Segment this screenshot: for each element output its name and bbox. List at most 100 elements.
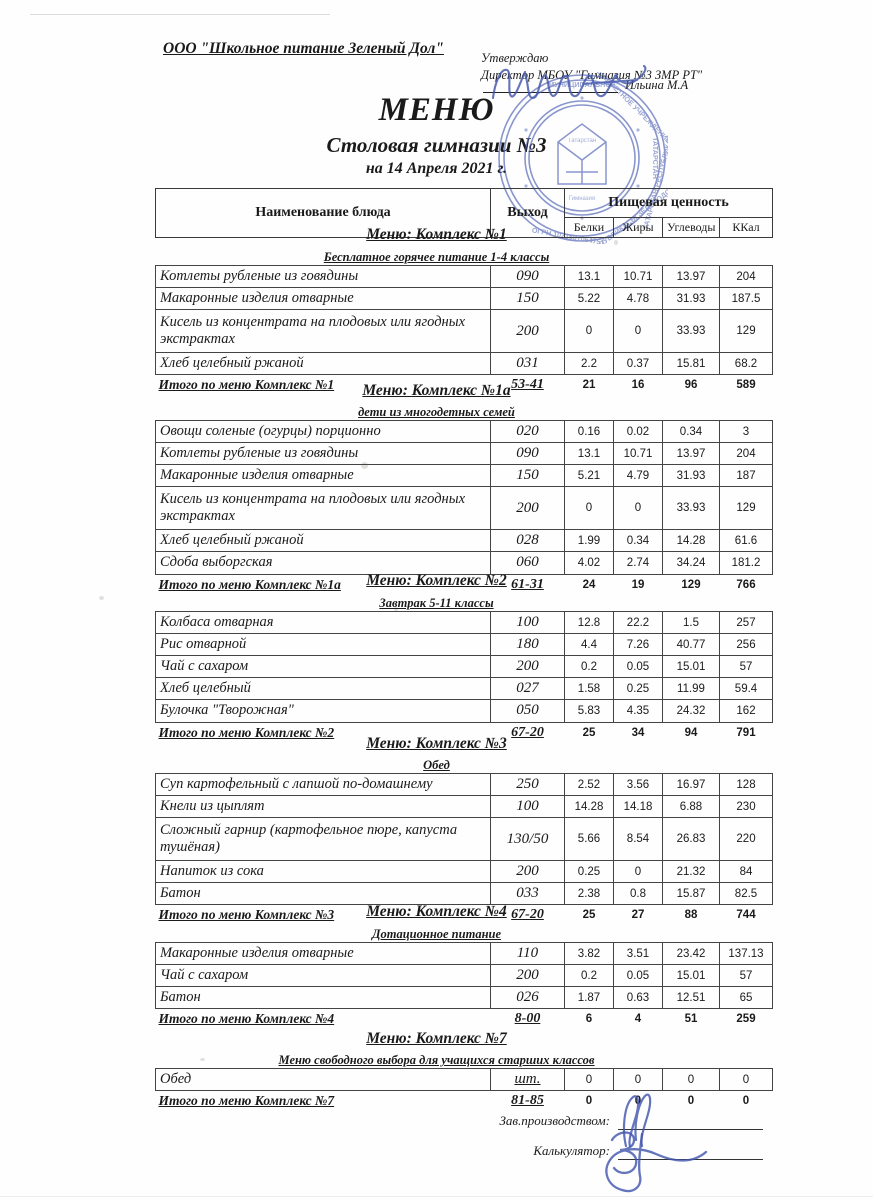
dish-fat: 10.71 <box>613 442 663 466</box>
col-header-dish-name: Наименование блюда <box>155 188 491 238</box>
total-kcal: 766 <box>736 578 756 591</box>
dish-fat: 0.63 <box>613 986 663 1010</box>
menu-heading-4: Меню: Комплекс №3 <box>0 735 873 753</box>
dish-kcal: 204 <box>719 264 773 289</box>
dish-carbs: 26.83 <box>662 817 720 862</box>
dish-protein: 2.52 <box>564 772 614 797</box>
dish-output: 100 <box>490 795 565 819</box>
dish-fat: 0.05 <box>613 964 663 988</box>
table-row: Сложный гарнир (картофельное пюре, капус… <box>155 817 773 862</box>
approval-signer-name: Ильина М.А <box>625 78 689 92</box>
dish-protein: 12.8 <box>564 610 614 635</box>
dish-protein: 0 <box>564 1067 614 1092</box>
dish-name: Макаронные изделия отварные <box>155 287 491 311</box>
col-header-kcal: ККал <box>718 217 774 238</box>
table-row: Котлеты рубленые из говядины 090 13.1 10… <box>155 264 773 289</box>
menu-table-3: Колбаса отварная 100 12.8 22.2 1.5 257 Р… <box>155 610 773 743</box>
dish-protein: 1.58 <box>564 677 614 701</box>
dish-carbs: 33.93 <box>662 309 720 354</box>
dish-kcal: 204 <box>719 442 773 466</box>
dish-protein: 0.2 <box>564 964 614 988</box>
calculator-label: Калькулятор: <box>533 1143 610 1158</box>
menu-subheading-5: Дотационное питание <box>0 927 873 942</box>
dish-carbs: 15.01 <box>662 964 720 988</box>
page-title: МЕНЮ <box>378 92 495 128</box>
dish-output: 020 <box>490 419 565 444</box>
total-fat: 34 <box>631 726 645 739</box>
dish-output: 090 <box>490 442 565 466</box>
dish-protein: 0.2 <box>564 655 614 679</box>
dish-name: Сложный гарнир (картофельное пюре, капус… <box>155 817 491 862</box>
dish-protein: 13.1 <box>564 442 614 466</box>
dish-protein: 0.16 <box>564 419 614 444</box>
dish-kcal: 84 <box>719 860 773 884</box>
table-row: Напиток из сока 200 0.25 0 21.32 84 <box>155 860 773 884</box>
total-label: Итого по меню Комплекс №1 <box>158 377 335 393</box>
table-total-row: Итого по меню Комплекс №1а 61-31 24 19 1… <box>156 574 773 595</box>
dish-output: 050 <box>490 699 565 723</box>
dish-carbs: 31.93 <box>662 464 720 488</box>
col-header-fat: Жиры <box>613 217 663 238</box>
dish-kcal: 59.4 <box>719 677 773 701</box>
dish-fat: 2.74 <box>613 551 663 575</box>
menu-subheading-1: Бесплатное горячее питание 1-4 классы <box>0 250 873 265</box>
dish-protein: 1.99 <box>564 529 614 553</box>
menu-heading-2-text: Меню: Комплекс №1а <box>362 382 511 399</box>
menu-table-1: Котлеты рубленые из говядины 090 13.1 10… <box>155 264 773 396</box>
total-carbs: 96 <box>684 379 698 392</box>
dish-output: 031 <box>490 352 565 376</box>
dish-output: 027 <box>490 677 565 701</box>
dish-kcal: 257 <box>719 610 773 635</box>
menu-subheading-6: Меню свободного выбора для учащихся стар… <box>0 1053 873 1068</box>
total-carbs: 129 <box>681 578 701 591</box>
dish-kcal: 61.6 <box>719 529 773 553</box>
total-protein: 24 <box>582 578 596 591</box>
menu-subheading-1-text: Бесплатное горячее питание 1-4 классы <box>323 250 550 264</box>
menu-heading-3-text: Меню: Комплекс №2 <box>366 572 507 589</box>
dish-kcal: 0 <box>719 1067 773 1092</box>
dish-protein: 2.38 <box>564 882 614 906</box>
dish-fat: 0 <box>613 486 663 531</box>
dish-fat: 22.2 <box>613 610 663 635</box>
table-row: Булочка "Творожная" 050 5.83 4.35 24.32 … <box>155 699 773 723</box>
dish-name: Рис отварной <box>155 633 491 657</box>
dish-protein: 5.22 <box>564 287 614 311</box>
menu-subheading-2-text: дети из многодетных семей <box>358 405 515 419</box>
dish-kcal: 187.5 <box>719 287 773 311</box>
total-protein: 25 <box>582 726 596 739</box>
dish-carbs: 1.5 <box>662 610 720 635</box>
approval-label: Утверждаю <box>481 51 549 65</box>
table-row: Сдоба выборгская 060 4.02 2.74 34.24 181… <box>155 551 773 575</box>
table-total-row: Итого по меню Комплекс №1 53-41 21 16 96… <box>156 375 773 396</box>
table-row: Макаронные изделия отварные 110 3.82 3.5… <box>155 941 773 966</box>
menu-subheading-4-text: Обед <box>423 758 450 772</box>
menu-heading-4-text: Меню: Комплекс №3 <box>366 735 507 752</box>
dish-protein: 2.2 <box>564 352 614 376</box>
dish-fat: 3.51 <box>613 941 663 966</box>
dish-output: 060 <box>490 551 565 575</box>
dish-carbs: 13.97 <box>662 264 720 289</box>
total-protein: 0 <box>585 1095 593 1108</box>
dish-name: Макаронные изделия отварные <box>155 464 491 488</box>
table-row: Чай с сахаром 200 0.2 0.05 15.01 57 <box>155 964 773 988</box>
dish-carbs: 11.99 <box>662 677 720 701</box>
dish-carbs: 15.87 <box>662 882 720 906</box>
total-protein: 21 <box>582 379 596 392</box>
dish-carbs: 0 <box>662 1067 720 1092</box>
dish-kcal: 82.5 <box>719 882 773 906</box>
dish-fat: 0.37 <box>613 352 663 376</box>
total-protein: 6 <box>585 1013 593 1026</box>
menu-subheading-6-text: Меню свободного выбора для учащихся стар… <box>278 1053 595 1067</box>
dish-protein: 4.02 <box>564 551 614 575</box>
dish-carbs: 15.01 <box>662 655 720 679</box>
total-carbs: 0 <box>687 1095 695 1108</box>
table-row: Батон 033 2.38 0.8 15.87 82.5 <box>155 882 773 906</box>
dish-fat: 4.78 <box>613 287 663 311</box>
col-header-nutrition: Пищевая ценность <box>563 188 774 218</box>
total-label: Итого по меню Комплекс №2 <box>158 724 335 740</box>
dish-carbs: 15.81 <box>662 352 720 376</box>
total-output: 81-85 <box>511 1093 544 1109</box>
dish-fat: 0 <box>613 1067 663 1092</box>
dish-carbs: 12.51 <box>662 986 720 1010</box>
